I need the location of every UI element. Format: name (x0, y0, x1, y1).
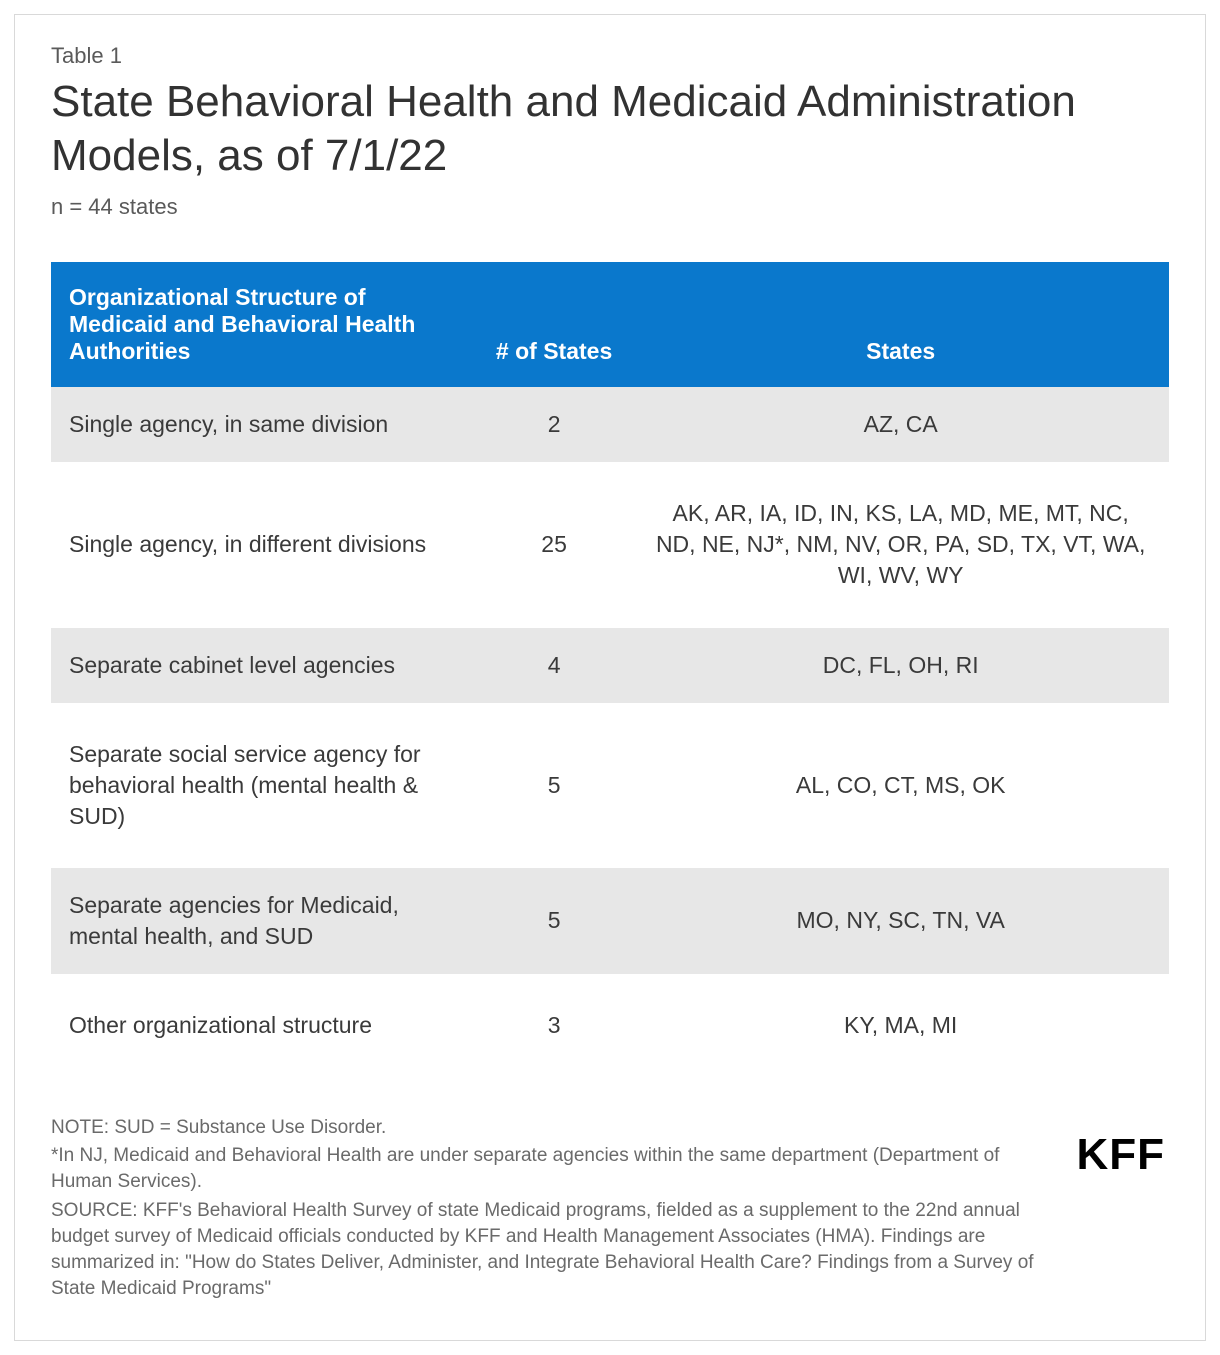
table-number-label: Table 1 (51, 43, 1169, 69)
table-row: Separate cabinet level agencies4DC, FL, … (51, 628, 1169, 703)
cell-states: AL, CO, CT, MS, OK (632, 717, 1169, 854)
cell-states: MO, NY, SC, TN, VA (632, 868, 1169, 974)
cell-count: 5 (476, 868, 633, 974)
table-row: Separate agencies for Medicaid, mental h… (51, 868, 1169, 974)
note-line: *In NJ, Medicaid and Behavioral Health a… (51, 1143, 1039, 1195)
cell-states: AZ, CA (632, 387, 1169, 462)
note-line: SOURCE: KFF's Behavioral Health Survey o… (51, 1198, 1039, 1303)
row-spacer (51, 462, 1169, 476)
cell-states: AK, AR, IA, ID, IN, KS, LA, MD, ME, MT, … (632, 476, 1169, 613)
row-spacer (51, 703, 1169, 717)
cell-states: DC, FL, OH, RI (632, 628, 1169, 703)
cell-count: 3 (476, 988, 633, 1063)
cell-structure: Separate social service agency for behav… (51, 717, 476, 854)
col-header-count: # of States (476, 262, 633, 387)
cell-count: 5 (476, 717, 633, 854)
table-header-row: Organizational Structure of Medicaid and… (51, 262, 1169, 387)
col-header-states: States (632, 262, 1169, 387)
cell-structure: Separate agencies for Medicaid, mental h… (51, 868, 476, 974)
col-header-structure: Organizational Structure of Medicaid and… (51, 262, 476, 387)
cell-structure: Single agency, in same division (51, 387, 476, 462)
notes-block: NOTE: SUD = Substance Use Disorder. *In … (51, 1115, 1169, 1303)
table-row: Other organizational structure3KY, MA, M… (51, 988, 1169, 1063)
table-row: Separate social service agency for behav… (51, 717, 1169, 854)
kff-logo: KFF (1076, 1130, 1165, 1180)
cell-count: 4 (476, 628, 633, 703)
row-spacer (51, 854, 1169, 868)
table-row: Single agency, in different divisions25A… (51, 476, 1169, 613)
models-table: Organizational Structure of Medicaid and… (51, 262, 1169, 1063)
row-spacer (51, 974, 1169, 988)
page-title: State Behavioral Health and Medicaid Adm… (51, 75, 1169, 182)
subtitle: n = 44 states (51, 194, 1169, 220)
cell-structure: Single agency, in different divisions (51, 476, 476, 613)
cell-count: 2 (476, 387, 633, 462)
note-line: NOTE: SUD = Substance Use Disorder. (51, 1115, 1039, 1141)
cell-structure: Other organizational structure (51, 988, 476, 1063)
row-spacer (51, 614, 1169, 628)
table-row: Single agency, in same division2AZ, CA (51, 387, 1169, 462)
cell-states: KY, MA, MI (632, 988, 1169, 1063)
cell-count: 25 (476, 476, 633, 613)
table-card: Table 1 State Behavioral Health and Medi… (14, 14, 1206, 1341)
cell-structure: Separate cabinet level agencies (51, 628, 476, 703)
